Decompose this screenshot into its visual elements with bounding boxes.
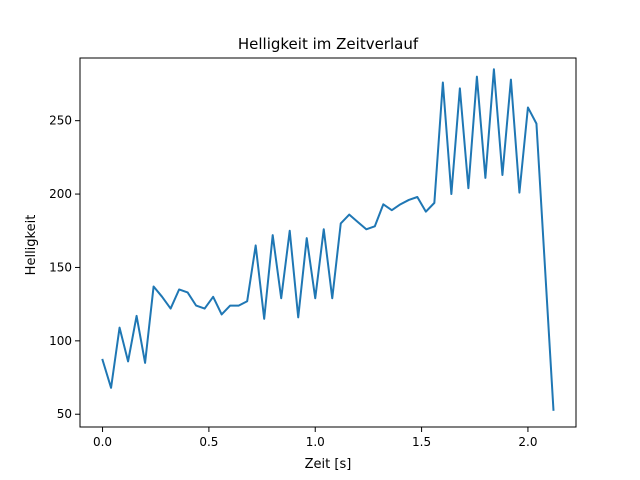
x-axis-label: Zeit [s]	[305, 457, 352, 472]
y-tick-label: 150	[49, 260, 72, 274]
chart-title: Helligkeit im Zeitverlauf	[238, 35, 419, 53]
series-line	[101, 68, 555, 411]
y-tick-label: 100	[49, 334, 72, 348]
x-tick-label: 1.0	[306, 435, 325, 449]
x-axis-ticks: 0.0 0.5 1.0 1.5 2.0	[93, 427, 537, 449]
x-tick-label: 0.5	[199, 435, 218, 449]
y-tick-label: 250	[49, 114, 72, 128]
x-tick-label: 1.5	[412, 435, 431, 449]
plot-area-frame	[79, 57, 577, 428]
y-tick-label: 50	[57, 407, 72, 421]
y-tick-label: 200	[49, 187, 72, 201]
x-tick-label: 2.0	[518, 435, 537, 449]
y-axis-label: Helligkeit	[24, 215, 39, 276]
y-axis-ticks: 50 100 150 200 250	[49, 114, 80, 421]
x-tick-label: 0.0	[93, 435, 112, 449]
